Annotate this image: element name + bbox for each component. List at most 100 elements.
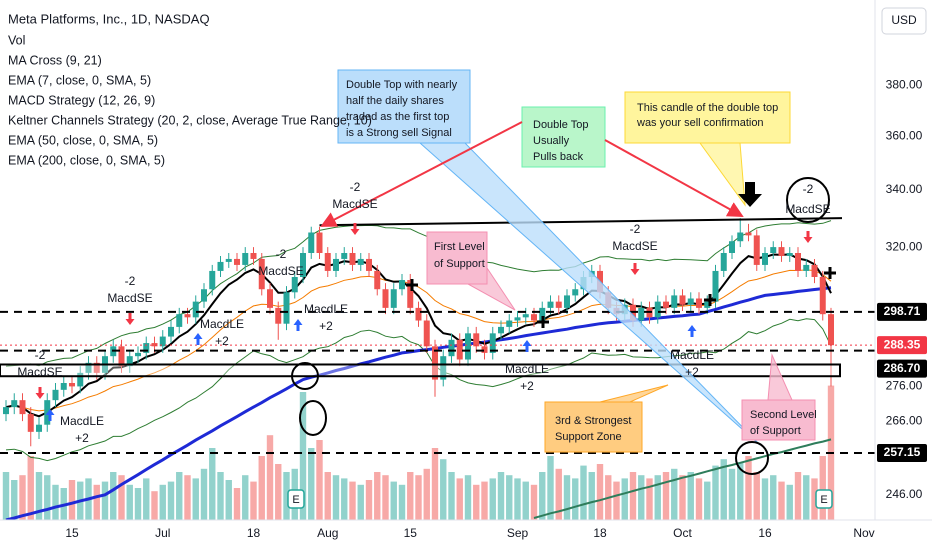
price-tag [877, 444, 927, 463]
price-tag-label: 288.35 [884, 337, 921, 351]
earnings-label: E [820, 494, 827, 506]
candle-body [93, 362, 100, 373]
candle-body [159, 336, 166, 347]
candle-body [60, 383, 67, 390]
highlight-circle [291, 362, 319, 390]
candle-body [489, 333, 496, 353]
volume-bar [407, 472, 414, 520]
resistance-line [319, 217, 843, 227]
y-tick-label: 320.00 [886, 239, 923, 253]
candle-body [795, 253, 801, 271]
volume-bar [712, 465, 719, 520]
candle-body [316, 232, 323, 254]
signal-label: MacdLE [60, 414, 104, 428]
signal-label: MacdLE [670, 348, 714, 362]
volume-bar [489, 478, 496, 520]
candle-body [135, 352, 141, 357]
y-tick-label: 340.00 [886, 182, 923, 196]
candle-body [456, 339, 463, 360]
volume-bar [217, 472, 224, 520]
callout-text: 3rd & Strongest [555, 415, 631, 427]
candle-body [663, 301, 669, 308]
signal-label: MacdSE [332, 197, 377, 211]
volume-bar [200, 468, 208, 520]
candle-body [69, 383, 75, 387]
candle-body [168, 326, 174, 337]
volume-bar [687, 472, 694, 520]
volume-bar [547, 456, 554, 520]
candle-body [258, 258, 265, 290]
candle-body [357, 258, 364, 265]
candle-body [209, 270, 216, 290]
candle-body [572, 289, 579, 296]
chart-title: Meta Platforms, Inc., 1D, NASDAQ [8, 11, 210, 26]
volume-bar [737, 462, 744, 520]
volume-bar [209, 448, 216, 520]
candle-body [539, 307, 546, 321]
candle-body [522, 314, 529, 318]
candle-body [242, 253, 249, 265]
volume-bar [134, 488, 142, 520]
support-zone [0, 363, 841, 378]
volume-bar [349, 481, 356, 520]
currency[interactable]: USD [891, 13, 917, 27]
candle-body [514, 317, 521, 321]
volume-bar [110, 472, 117, 520]
candle-body [176, 314, 183, 327]
x-tick-label: 18 [593, 526, 607, 540]
candle-body [555, 301, 562, 308]
candle-body [778, 247, 785, 256]
candle-body [828, 314, 834, 346]
candle-body [217, 261, 224, 271]
ema-line [533, 438, 832, 519]
candle-body [440, 356, 447, 380]
callout-box [337, 69, 471, 144]
volume-bar [638, 475, 645, 520]
callout-text: traded as the first top [346, 111, 449, 123]
signal-label: MacdLE [304, 302, 348, 316]
x-tick-label: 16 [758, 526, 772, 540]
volume-bar [324, 472, 331, 520]
volume-bar [695, 478, 703, 520]
x-tick-label: 15 [404, 526, 418, 540]
candle-body [564, 295, 570, 308]
candle-body [671, 295, 678, 308]
candle-body [654, 301, 661, 318]
volume-bar [431, 448, 439, 520]
signal-label: +2 [520, 379, 534, 393]
volume-bar [778, 481, 785, 520]
volume-bar [596, 464, 604, 520]
volume-bar [506, 475, 513, 520]
volume-bar [192, 478, 199, 520]
volume-bar [225, 480, 232, 520]
highlight-circle [735, 441, 769, 475]
candle-body [423, 320, 430, 347]
callout-text: of Support [750, 425, 801, 437]
volume-bar [555, 468, 562, 520]
candle-body [704, 301, 711, 308]
signal-label: -2 [803, 182, 814, 196]
callout-text: Usually [533, 135, 570, 147]
candle-body [737, 232, 744, 242]
volume-bar [2, 472, 10, 520]
signal-label: MacdLE [505, 362, 549, 376]
candle-body [19, 400, 26, 415]
signal-label: -2 [125, 274, 136, 288]
currency-button[interactable] [881, 7, 927, 35]
volume-bar [11, 480, 18, 520]
earnings-icon [815, 489, 833, 509]
cross-marker [824, 267, 836, 279]
volume-bar [275, 464, 282, 520]
volume-bar [233, 488, 241, 520]
cross-marker [537, 316, 549, 328]
indicator-legend: MA Cross (9, 21) [8, 53, 102, 67]
signal-label: MacdSE [785, 202, 830, 216]
signal-label: +2 [75, 431, 89, 445]
signal-arrow [687, 325, 697, 337]
signal-label: -2 [276, 247, 287, 261]
callout-text: half the daily shares [346, 95, 444, 107]
x-tick-label: Sep [507, 526, 529, 540]
candle-body [498, 326, 504, 334]
volume-bar [250, 481, 257, 520]
